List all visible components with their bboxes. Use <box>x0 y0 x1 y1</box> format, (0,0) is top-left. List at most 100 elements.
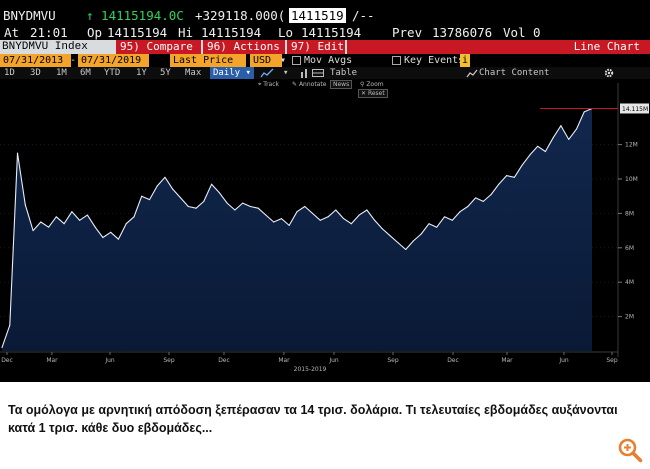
price-chart[interactable]: ⌖ Track ✎ Annotate News ⚲ Zoom ✕ Reset 2… <box>0 79 650 382</box>
last-price-label: 14.115M <box>622 106 648 113</box>
price-line-segment <box>125 216 135 225</box>
price-line-segment <box>451 211 461 221</box>
quote-time: 21:01 <box>30 25 68 40</box>
price-change: +329118.000( <box>195 8 286 23</box>
price-line-segment <box>257 207 267 216</box>
last-price-tag <box>620 103 649 114</box>
x-tick-label: Mar <box>278 357 290 364</box>
price-line-segment <box>575 111 585 130</box>
x-period-label: 2015-2019 <box>294 366 327 373</box>
end-date-field[interactable]: 07/31/2019 <box>78 54 149 67</box>
menu-bar: BNYDMVU Index 95) Compare 96) Actions ▾ … <box>0 40 650 54</box>
price-line-segment <box>389 235 399 244</box>
price-line-segment <box>102 231 112 239</box>
price-line-segment <box>226 202 236 211</box>
price-line-segment <box>544 137 554 153</box>
chevron-down-icon[interactable]: ▾ <box>280 55 287 66</box>
price-line-segment <box>1 324 11 349</box>
price-line-segment <box>343 218 352 225</box>
price-line-segment <box>48 216 57 228</box>
y-tick-label: 10M <box>625 176 638 183</box>
y-tick-label: 12M <box>625 142 638 149</box>
vol-label: Vol <box>503 25 526 40</box>
zoom-tool[interactable]: ⚲ Zoom <box>360 81 384 88</box>
x-tick-label: Jun <box>104 357 115 364</box>
period-1y[interactable]: 1Y <box>136 68 147 78</box>
price-line-segment <box>482 193 492 202</box>
price-line-segment <box>280 218 290 226</box>
x-tick-label: Dec <box>447 357 459 364</box>
frequency-select[interactable]: Daily ▾ <box>210 67 254 79</box>
bar-chart-icon[interactable] <box>300 67 310 82</box>
price-line-segment <box>327 209 337 218</box>
compare-button[interactable]: 95) Compare <box>116 40 201 54</box>
price-line-segment <box>304 205 314 214</box>
checkbox-key-events[interactable] <box>392 54 402 67</box>
security-label[interactable]: BNYDMVU Index <box>0 40 144 54</box>
price-field-select[interactable]: Last Price <box>170 54 246 67</box>
line-chart-type-icon[interactable] <box>260 67 274 82</box>
date-dash: - <box>70 55 77 66</box>
open-label: Op <box>87 25 103 40</box>
price-line-segment <box>459 205 469 213</box>
currency-select[interactable]: USD <box>250 54 282 67</box>
key-events-info-icon[interactable]: i <box>460 54 470 67</box>
price-line-segment <box>110 231 119 240</box>
high-label: Hi <box>178 25 194 40</box>
price-line-segment <box>381 228 391 237</box>
period-5y[interactable]: 5Y <box>160 68 171 78</box>
price-line-segment <box>218 192 228 204</box>
price-line-segment <box>94 226 104 239</box>
price-line-segment <box>405 240 414 251</box>
period-6m[interactable]: 6M <box>80 68 91 78</box>
checkbox-mov-avgs[interactable] <box>292 54 302 67</box>
price-line-segment <box>117 223 127 240</box>
price-line-segment <box>172 188 182 199</box>
annotate-tool[interactable]: ✎ Annotate <box>292 81 327 88</box>
table-icon[interactable] <box>312 67 324 82</box>
price-line-segment <box>552 125 562 139</box>
period-3d[interactable]: 3D <box>30 68 41 78</box>
price-line-segment <box>141 195 151 201</box>
news-tool[interactable]: News <box>330 80 353 89</box>
at-label: At <box>4 25 20 40</box>
chart-settings-dropdown-icon[interactable]: ▾ <box>283 68 289 78</box>
x-tick-label: Mar <box>46 357 58 364</box>
chart-content-icon[interactable] <box>466 67 478 82</box>
price-line-segment <box>319 216 329 221</box>
period-max[interactable]: Max <box>185 68 202 78</box>
price-line-segment <box>560 125 570 140</box>
start-date-field[interactable]: 07/31/2013 <box>0 54 71 67</box>
price-line-segment <box>164 176 174 190</box>
caption-text: Τα ομόλογα με αρνητική απόδοση ξεπέρασαν… <box>8 403 618 435</box>
x-tick-label: Jun <box>328 357 339 364</box>
key-events-label[interactable]: Key Events <box>404 55 465 66</box>
mov-avgs-label[interactable]: Mov Avgs <box>304 55 353 66</box>
price-line-segment <box>16 152 26 206</box>
reset-tool[interactable]: ✕ Reset <box>358 89 388 98</box>
ticker-entry-box[interactable]: 1411519 <box>289 8 346 23</box>
period-ytd[interactable]: YTD <box>104 68 121 78</box>
price-line-segment <box>521 154 531 166</box>
x-tick-label: Sep <box>163 357 175 364</box>
price-line-segment <box>374 219 383 230</box>
actions-menu[interactable]: 96) Actions ▾ <box>203 40 293 54</box>
x-tick-label: Mar <box>501 357 513 364</box>
price-line-segment <box>296 205 306 213</box>
track-tool[interactable]: ⌖ Track <box>258 81 279 88</box>
quote-bar: BNYDMVU ↑ 14115194.0C +329118.000( 14115… <box>0 8 650 24</box>
ticker-symbol[interactable]: BNYDMVU <box>3 8 56 23</box>
y-tick-label: 8M <box>625 210 634 217</box>
table-button[interactable]: Table <box>330 68 358 78</box>
price-line-segment <box>32 221 42 232</box>
low-value: 14115194 <box>301 25 362 40</box>
magnify-plus-icon[interactable] <box>617 437 643 463</box>
period-1m[interactable]: 1M <box>56 68 67 78</box>
chart-content-button[interactable]: Chart Content <box>479 68 550 78</box>
gear-icon[interactable] <box>604 67 614 82</box>
x-tick-label: Jun <box>558 357 569 364</box>
line-chart-label: Line Chart <box>573 40 640 53</box>
period-1d[interactable]: 1D <box>4 68 15 78</box>
price-line-segment <box>156 176 166 187</box>
edit-menu[interactable]: 97) Edit ▾ <box>287 40 357 54</box>
